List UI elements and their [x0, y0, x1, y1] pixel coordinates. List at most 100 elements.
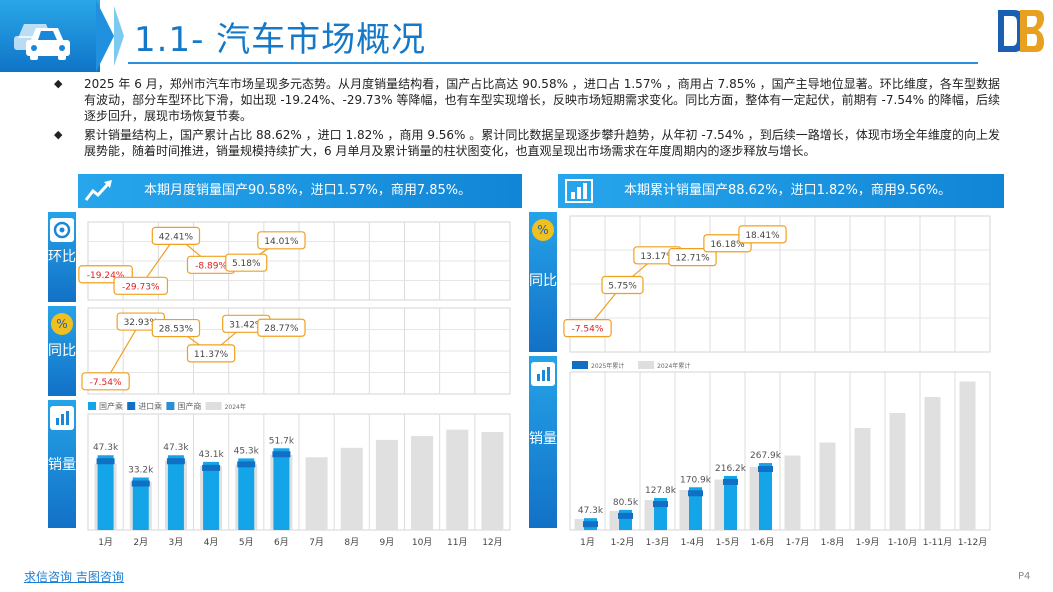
tongbi-cum-series-line [622, 254, 658, 286]
tongbi-cum-data-label-box [703, 234, 752, 253]
xiaoliang-bar-2024 [375, 439, 398, 530]
xiaoliang-tick-label: 3月 [169, 537, 184, 548]
tongbi-data-label-box [257, 318, 306, 337]
footer-brand-link[interactable]: 求信咨询 吉图咨询 [24, 570, 124, 584]
left-banner: 本期月度销量国产90.58%，进口1.57%，商用7.85%。 [78, 174, 522, 208]
tongbi-cum-series-line [587, 284, 623, 329]
tongbi-data-label-box [222, 314, 271, 333]
xiaoliang-cum-legend-entry: 2024年累计 [657, 362, 690, 370]
tongbi-data-label-box [186, 344, 236, 363]
xiaoliang-cum-bar-2025 [724, 475, 737, 530]
tongbi-series-line [105, 321, 142, 382]
xiaoliang-cum-bar-2025 [759, 463, 772, 530]
side-label-huanbi: 环比 [48, 212, 76, 302]
tongbi-data-label: 28.53% [159, 325, 194, 335]
tongbi-data-label-box [116, 312, 165, 331]
tongbi-cum-series-line [657, 254, 693, 258]
side-label-xiaoliang: 销量 [48, 400, 76, 528]
xiaoliang-legend-entry: 国产乘 [99, 401, 123, 411]
xiaoliang-cum-bar-2025 [654, 498, 667, 530]
tongbi-data-label: 11.37% [194, 350, 229, 360]
xiaoliang-cum-bar-2024 [924, 397, 941, 530]
tongbi-cum-data-label-box [563, 319, 612, 338]
xiaoliang-data-label: 51.7k [269, 436, 295, 446]
xiaoliang-bar-segment [272, 451, 291, 458]
xiaoliang-cum-bar-2024 [679, 490, 696, 530]
plot-area [87, 221, 511, 301]
xiaoliang-legend-swatch [166, 402, 175, 410]
tongbi-cum-series-line [692, 242, 728, 258]
xiaoliang-bar-segment [166, 458, 185, 465]
tongbi-cum-data-label: 12.71% [675, 254, 710, 264]
xiaoliang-cum-bar-2024 [784, 455, 801, 530]
xiaoliang-cum-tick-label: 1-10月 [888, 537, 917, 548]
xiaoliang-tick-label: 9月 [380, 537, 395, 548]
brand-logo-icon [998, 10, 1044, 52]
xiaoliang-bar-2025 [97, 455, 114, 530]
xiaoliang-cum-bar-segment [653, 501, 668, 508]
tongbi-cum-data-label-box [633, 246, 682, 265]
xiaoliang-cum-tick-label: 1-7月 [786, 537, 810, 548]
bar-chart-icon [50, 406, 74, 430]
xiaoliang-cum-grid [569, 371, 991, 531]
xiaoliang-bar-2024 [235, 464, 258, 530]
xiaoliang-bar-2024 [164, 460, 187, 530]
xiaoliang-cum-bar-2024 [574, 519, 591, 530]
tongbi-data-label-box [81, 372, 130, 391]
xiaoliang-data-label: 47.3k [93, 443, 119, 453]
side-label-text: 同比 [529, 273, 557, 289]
xiaoliang-tick-label: 10月 [412, 537, 432, 548]
xiaoliang-bar-2024 [446, 429, 469, 530]
trend-line-icon [84, 180, 112, 201]
xiaoliang-bar-2024 [200, 465, 223, 530]
xiaoliang-tick-label: 11月 [447, 537, 467, 548]
huanbi-data-label: 14.01% [264, 237, 299, 247]
bullet-text: 累计销量结构上，国产累计占比 88.62% ，进口 1.82% ，商用 9.56… [84, 128, 1000, 158]
tongbi-cum-data-label: 16.18% [710, 240, 745, 250]
huanbi-data-label: -8.89% [195, 261, 227, 271]
tongbi-series-line [210, 323, 247, 354]
xiaoliang-bar-2024 [411, 435, 434, 530]
diamond-bullet-icon: ◆ [54, 77, 63, 90]
huanbi-series-line [211, 262, 247, 266]
xiaoliang-bar-segment [237, 461, 256, 468]
xiaoliang-cum-tick-label: 1-9月 [856, 537, 880, 548]
huanbi-series-line [105, 273, 141, 287]
xiaoliang-bar-2024 [481, 432, 504, 530]
xiaoliang-cum-legend-swatch [638, 361, 655, 369]
svg-text:%: % [537, 223, 548, 237]
xiaoliang-tick-label: 2月 [133, 537, 148, 548]
xiaoliang-legend-entry: 进口乘 [138, 401, 162, 411]
xiaoliang-cum-tick-label: 1月 [580, 537, 595, 548]
tongbi-cum-series-line [727, 233, 763, 244]
percent-icon: % [51, 313, 73, 335]
summary-bullets: ◆ 2025 年 6 月，郑州市汽车市场呈现多元态势。从月度销量结构看，国产占比… [54, 76, 1000, 162]
xiaoliang-legend-entry: 2024年 [225, 403, 246, 411]
side-label-text: 同比 [48, 343, 76, 359]
xiaoliang-cum-bar-segment [723, 478, 738, 485]
tongbi-cum-grid [569, 215, 991, 353]
page-number: P4 [1018, 571, 1031, 582]
xiaoliang-legend-entry: 国产商 [177, 401, 201, 411]
xiaoliang-tick-label: 5月 [239, 537, 254, 548]
xiaoliang-bar-2024 [340, 447, 363, 530]
huanbi-data-label-box [151, 226, 201, 245]
xiaoliang-cum-bar-2024 [644, 500, 661, 530]
xiaoliang-cum-legend-entry: 2025年累计 [591, 362, 624, 370]
header-accent-bar [0, 0, 100, 72]
xiaoliang-tick-label: 6月 [274, 537, 289, 548]
plot-area [87, 307, 511, 395]
xiaoliang-bar-segment [202, 464, 221, 471]
tongbi-cum-data-label: 5.75% [608, 282, 637, 292]
plot-area [87, 413, 511, 531]
huanbi-grid [87, 221, 511, 301]
xiaoliang-legend-swatch [205, 402, 222, 410]
percent-icon: % [532, 219, 554, 241]
xiaoliang-cum-bar-2024 [959, 381, 976, 530]
right-banner: 本期累计销量国产88.62%，进口1.82%，商用9.56%。 [558, 174, 1004, 208]
tongbi-data-label: -7.54% [90, 378, 122, 388]
xiaoliang-tick-label: 7月 [309, 537, 324, 548]
bullet-text: 2025 年 6 月，郑州市汽车市场呈现多元态势。从月度销量结构看，国产占比高达… [84, 77, 1000, 123]
xiaoliang-cum-bar-2025 [689, 487, 702, 530]
xiaoliang-bar-2024 [270, 454, 293, 530]
